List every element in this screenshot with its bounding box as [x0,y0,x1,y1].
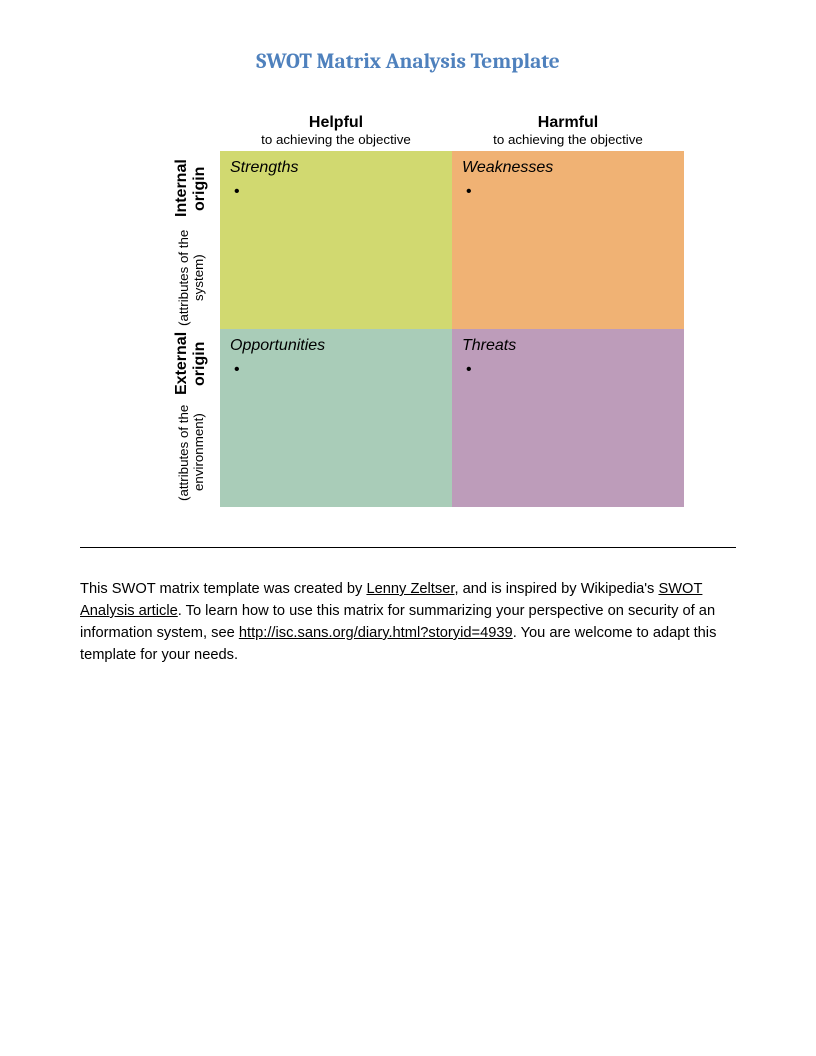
footer-paragraph: This SWOT matrix template was created by… [80,578,736,666]
col-header-helpful: Helpful to achieving the objective [220,114,452,151]
page-title: SWOT Matrix Analysis Template [80,50,736,74]
row-label-internal: (attributes of the system) Internal orig… [162,151,220,329]
bullet-point: • [230,183,442,201]
cell-threats: Threats • [452,329,684,507]
row-label-sub: (attributes of the environment) [176,398,206,507]
col-header-sub: to achieving the objective [452,132,684,147]
cell-title: Strengths [230,159,442,177]
row-label-main: Internal origin [173,151,209,226]
swot-matrix: Helpful to achieving the objective Harmf… [110,114,736,507]
cell-weaknesses: Weaknesses • [452,151,684,329]
horizontal-divider [80,547,736,548]
bullet-point: • [230,361,442,379]
row-label-main: External origin [173,329,209,398]
link-author[interactable]: Lenny Zeltser [366,581,454,597]
matrix-body: (attributes of the system) Internal orig… [162,151,684,507]
link-sans[interactable]: http://isc.sans.org/diary.html?storyid=4… [239,625,513,641]
footer-text-2: , and is inspired by Wikipedia's [454,581,658,597]
row-label-sub: (attributes of the system) [176,226,206,329]
row-label-external: (attributes of the environment) External… [162,329,220,507]
footer-text-1: This SWOT matrix template was created by [80,581,366,597]
col-header-sub: to achieving the objective [220,132,452,147]
cell-title: Threats [462,337,674,355]
document-page: SWOT Matrix Analysis Template Helpful to… [0,0,816,666]
cell-strengths: Strengths • [220,151,452,329]
col-header-main: Harmful [452,114,684,132]
bullet-point: • [462,183,674,201]
col-header-main: Helpful [220,114,452,132]
col-header-harmful: Harmful to achieving the objective [452,114,684,151]
row-labels: (attributes of the system) Internal orig… [162,151,220,507]
cell-title: Opportunities [230,337,442,355]
bullet-point: • [462,361,674,379]
cell-title: Weaknesses [462,159,674,177]
column-headers: Helpful to achieving the objective Harmf… [220,114,684,151]
swot-grid: Strengths • Weaknesses • Opportunities •… [220,151,684,507]
cell-opportunities: Opportunities • [220,329,452,507]
